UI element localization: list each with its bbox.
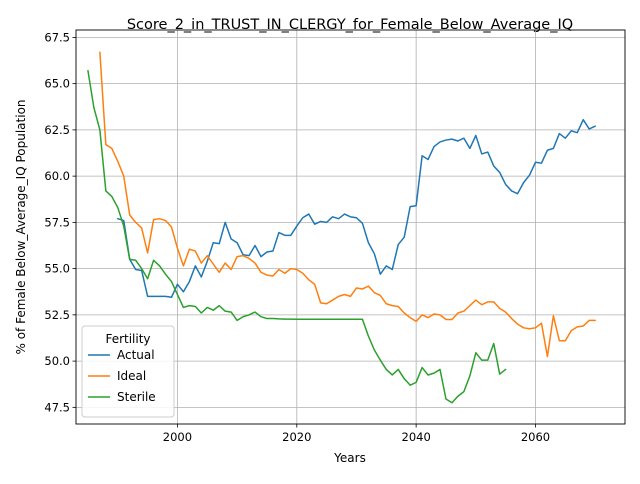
legend-label: Sterile [117,390,156,404]
legend-item-sterile: Sterile [88,390,156,404]
x-tick-label: 2000 [163,430,192,444]
y-tick-label: 60.0 [44,169,70,183]
legend-item-ideal: Ideal [88,369,146,383]
legend-item-actual: Actual [88,348,155,362]
legend-label: Ideal [117,369,146,383]
plot-area-frame [75,29,626,425]
y-axis-label: % of Female Below_Average_IQ Population [14,99,28,354]
series-lines [87,51,596,404]
legend-title: Fertility [105,332,150,346]
series-line-actual [117,118,596,299]
y-tick-label: 50.0 [44,354,70,368]
legend: Fertility Actual Ideal Sterile [81,325,175,418]
x-axis-label: Years [333,451,366,465]
y-tick-label: 57.5 [44,215,70,229]
y-tick-label: 52.5 [44,308,70,322]
legend-box [81,325,175,418]
chart-title: Score_2_in_TRUST_IN_CLERGY_for_Female_Be… [127,17,573,33]
y-axis-ticks: 47.5 50.0 52.5 55.0 57.5 60.0 62.5 65.0 67.5 [44,30,76,414]
y-tick-label: 67.5 [44,30,70,44]
legend-label: Actual [117,348,155,362]
x-tick-label: 2020 [282,430,311,444]
y-tick-label: 65.0 [44,77,70,91]
series-line-sterile [87,69,507,404]
x-tick-label: 2040 [402,430,431,444]
x-tick-label: 2060 [521,430,550,444]
y-tick-label: 62.5 [44,123,70,137]
y-tick-label: 55.0 [44,262,70,276]
series-line-ideal [99,51,596,358]
y-tick-label: 47.5 [44,400,70,414]
legend-items: Actual Ideal Sterile [88,348,156,404]
x-axis-ticks: 2000 2020 2040 2060 [163,424,550,444]
